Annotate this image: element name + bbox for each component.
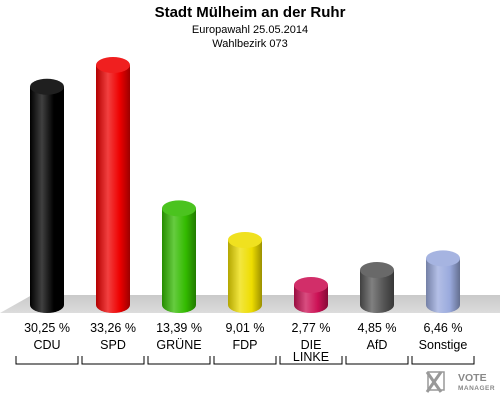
category-label-fdp: FDP: [233, 338, 258, 352]
category-label-gr-ne: GRÜNE: [156, 338, 201, 352]
bar-top-spd: [96, 57, 130, 73]
bar-body-gr-ne: [162, 208, 196, 313]
bar-top-gr-ne: [162, 200, 196, 217]
value-label-gr-ne: 13,39 %: [156, 321, 202, 335]
logo-text-manager: MANAGER: [458, 385, 495, 392]
bar-top-afd: [360, 262, 394, 279]
vote-manager-logo: VOTE MANAGER: [425, 371, 495, 393]
category-bracket-die-linke: [279, 356, 343, 365]
category-label-afd: AfD: [367, 338, 388, 352]
bar-top-fdp: [228, 231, 262, 248]
bar-spd: [96, 57, 130, 313]
category-label-cdu: CDU: [33, 338, 60, 352]
bar-die-linke: [294, 277, 328, 313]
logo-text-vote: VOTE: [458, 372, 487, 384]
bar-cdu: [30, 78, 64, 313]
bar-afd: [360, 262, 394, 313]
bar-fdp: [228, 231, 262, 313]
category-bracket-spd: [81, 356, 145, 365]
category-label-spd: SPD: [100, 338, 126, 352]
category-bracket-afd: [345, 356, 409, 365]
bar-body-die-linke: [294, 285, 328, 313]
bar-top-cdu: [30, 78, 64, 95]
category-bracket-cdu: [15, 356, 79, 365]
value-label-afd: 4,85 %: [358, 321, 397, 335]
chart-subtitle-district: Wahlbezirk 073: [212, 38, 287, 50]
chart-title: Stadt Mülheim an der Ruhr: [155, 4, 346, 21]
bar-body-sonstige: [426, 258, 460, 313]
bar-top-sonstige: [426, 250, 460, 267]
category-bracket-fdp: [213, 356, 277, 365]
value-label-die-linke: 2,77 %: [292, 321, 331, 335]
category-bracket-gr-ne: [147, 356, 211, 365]
value-label-cdu: 30,25 %: [24, 321, 70, 335]
value-label-sonstige: 6,46 %: [424, 321, 463, 335]
bar-body-cdu: [30, 86, 64, 313]
bar-top-die-linke: [294, 277, 328, 294]
ballot-check-icon: [425, 371, 445, 393]
labels-group: 30,25 % CDU 33,26 % SPD 13,39 % GRÜNE 9,01 % FD…: [15, 321, 475, 365]
bar-body-spd: [96, 65, 130, 313]
bar-body-fdp: [228, 239, 262, 313]
bar-sonstige: [426, 250, 460, 313]
category-label-die-linke: DIE LINKE: [293, 338, 329, 364]
value-label-spd: 33,26 %: [90, 321, 136, 335]
bar-gr-ne: [162, 200, 196, 313]
value-label-fdp: 9,01 %: [226, 321, 265, 335]
category-bracket-sonstige: [411, 356, 475, 365]
bar-body-afd: [360, 270, 394, 313]
chart-subtitle: Europawahl 25.05.2014: [192, 24, 308, 36]
category-label-sonstige: Sonstige: [419, 338, 468, 352]
bars-group: [30, 57, 460, 313]
